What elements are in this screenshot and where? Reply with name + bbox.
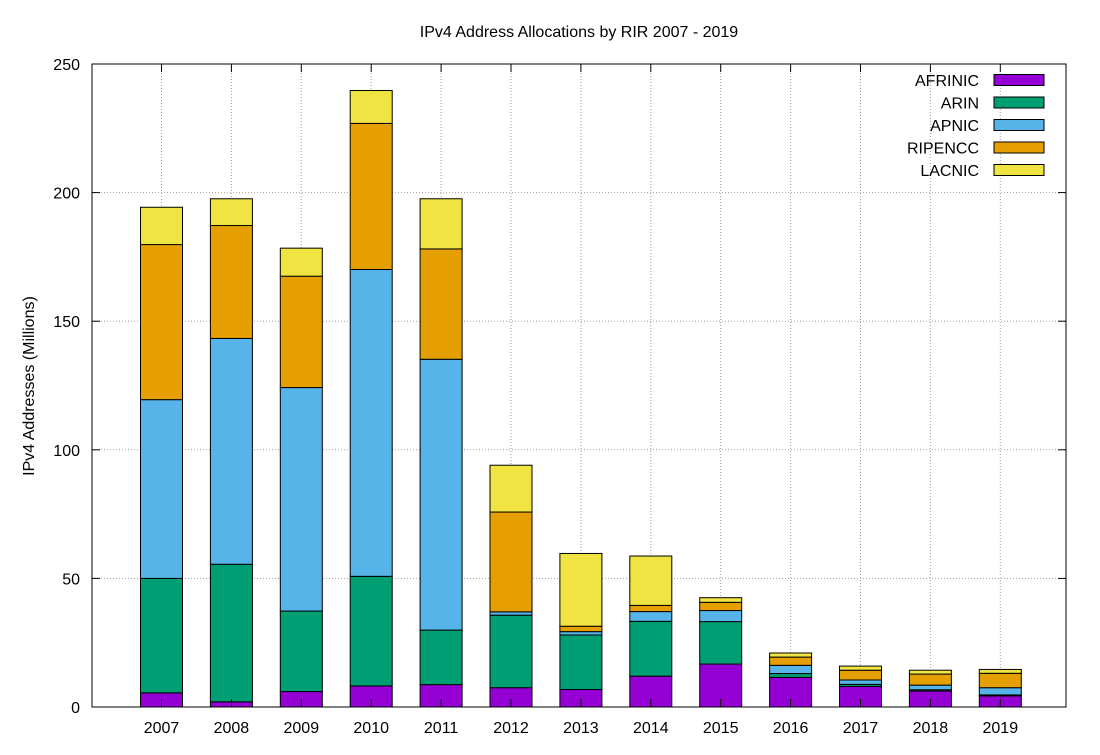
bar-arin-2009 <box>279 610 323 693</box>
legend-label: APNIC <box>930 118 979 135</box>
x-tick-label: 2010 <box>353 720 389 737</box>
legend-swatch-lacnic <box>993 164 1045 176</box>
x-tick-label: 2008 <box>214 720 250 737</box>
bar-ripencc-2013 <box>559 625 603 633</box>
bar-arin-2015 <box>699 621 743 665</box>
legend-label: LACNIC <box>920 163 979 180</box>
bar-arin-2008 <box>209 563 253 703</box>
bar-ripencc-2018 <box>908 673 952 686</box>
bar-lacnic-2015 <box>699 597 743 603</box>
bar-apnic-2013 <box>559 631 603 636</box>
x-tick-label: 2011 <box>424 720 459 737</box>
bar-apnic-2016 <box>769 664 813 675</box>
bar-arin-2013 <box>559 634 603 691</box>
bar-lacnic-2016 <box>769 652 813 658</box>
bar-apnic-2007 <box>140 399 183 579</box>
bar-apnic-2008 <box>209 337 253 565</box>
y-tick-label: 150 <box>53 314 80 331</box>
legend-swatch-afrinic <box>993 74 1045 86</box>
bar-apnic-2009 <box>279 387 323 612</box>
plot-frame <box>91 63 1067 708</box>
legend-swatch-ripencc <box>993 141 1045 154</box>
bar-arin-2012 <box>489 614 533 689</box>
x-tick-label: 2009 <box>284 720 320 737</box>
bar-ripencc-2010 <box>349 122 393 271</box>
bar-apnic-2017 <box>839 679 882 685</box>
chart-title: IPv4 Address Allocations by RIR 2007 - 2… <box>420 24 739 41</box>
legend-label: AFRINIC <box>915 73 979 90</box>
bar-ripencc-2009 <box>279 275 323 389</box>
x-tick-label: 2016 <box>773 720 809 737</box>
bar-apnic-2018 <box>908 684 952 691</box>
bar-lacnic-2017 <box>839 665 882 671</box>
bar-ripencc-2008 <box>209 225 253 339</box>
bar-lacnic-2008 <box>209 198 253 227</box>
bar-apnic-2011 <box>419 358 463 631</box>
bar-ripencc-2011 <box>419 248 463 360</box>
x-tick-label: 2012 <box>493 720 529 737</box>
y-tick-label: 50 <box>62 571 80 588</box>
x-axis-ticks: 2007 2008 2009 2010 2011 2012 2013 2014 2015 2016… <box>144 64 1018 737</box>
x-tick-label: 2014 <box>633 720 669 737</box>
bar-arin-2010 <box>349 575 393 687</box>
bar-ripencc-2019 <box>978 672 1022 689</box>
legend-swatch-apnic <box>993 119 1045 131</box>
x-tick-label: 2018 <box>913 720 949 737</box>
bar-apnic-2012 <box>489 611 533 616</box>
y-tick-label: 250 <box>53 57 80 74</box>
bar-apnic-2015 <box>699 610 743 623</box>
y-axis-ticks: 0 50 100 150 200 250 <box>53 57 1066 717</box>
bar-arin-2014 <box>629 620 673 677</box>
y-tick-label: 100 <box>53 443 80 460</box>
x-tick-label: 2013 <box>563 720 599 737</box>
bar-arin-2011 <box>419 629 463 686</box>
x-tick-label: 2015 <box>703 720 739 737</box>
bar-ripencc-2016 <box>769 656 813 666</box>
x-tick-label: 2017 <box>843 720 879 737</box>
bar-lacnic-2019 <box>978 668 1022 674</box>
legend-label: RIPENCC <box>907 141 979 158</box>
bar-lacnic-2014 <box>629 555 673 606</box>
bar-apnic-2014 <box>629 611 673 622</box>
legend-label: ARIN <box>941 96 979 113</box>
bar-ripencc-2017 <box>839 669 882 681</box>
x-tick-label: 2007 <box>144 720 180 737</box>
bar-lacnic-2009 <box>279 247 323 277</box>
bars <box>140 89 1022 708</box>
bar-ripencc-2015 <box>699 601 743 612</box>
bar-arin-2016 <box>769 673 813 678</box>
y-tick-label: 200 <box>53 186 80 203</box>
bar-apnic-2010 <box>349 269 393 577</box>
legend-swatch-arin <box>993 96 1045 109</box>
legend: AFRINIC ARIN APNIC RIPENCC LACNIC <box>907 73 1045 180</box>
bar-lacnic-2012 <box>489 464 533 513</box>
y-tick-label: 0 <box>71 700 80 717</box>
bar-lacnic-2010 <box>349 89 393 124</box>
bar-ripencc-2007 <box>140 244 183 401</box>
bar-lacnic-2007 <box>140 206 183 246</box>
bar-lacnic-2018 <box>908 669 952 675</box>
y-axis-label: IPv4 Addresses (Millions) <box>21 296 38 476</box>
bar-lacnic-2013 <box>559 552 603 627</box>
bar-ripencc-2012 <box>489 511 533 613</box>
bar-apnic-2019 <box>978 687 1022 696</box>
bar-lacnic-2011 <box>419 198 463 250</box>
x-tick-label: 2019 <box>983 720 1019 737</box>
bar-ripencc-2014 <box>629 604 673 613</box>
bar-arin-2007 <box>140 577 183 694</box>
